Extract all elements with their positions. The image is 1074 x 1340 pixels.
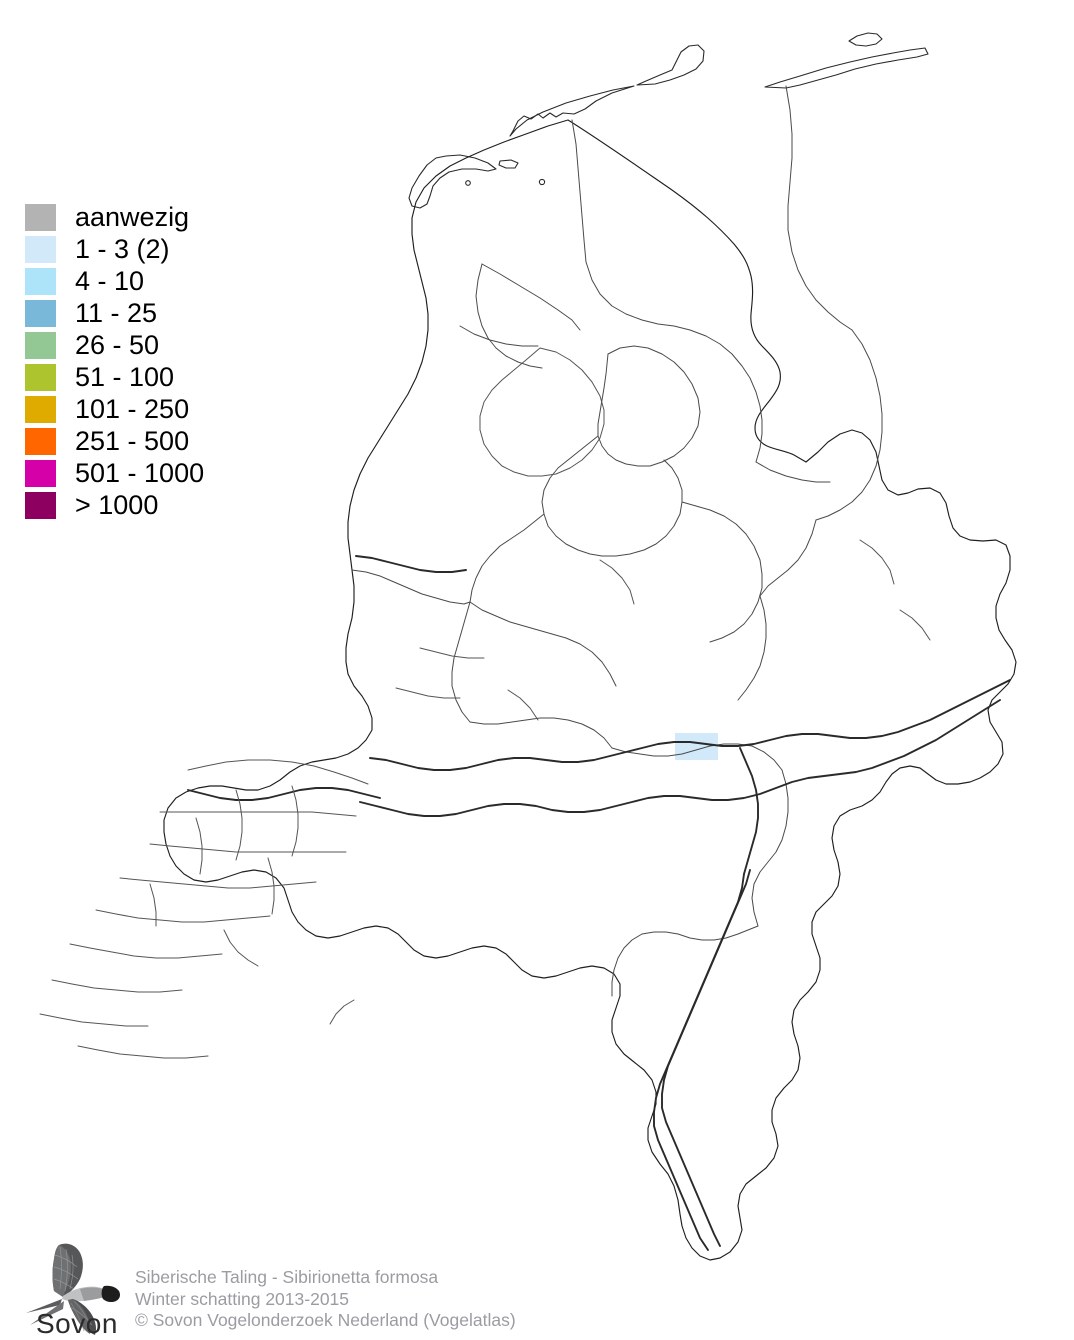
- zeeland-delta: [39, 759, 369, 1059]
- legend-swatch-26-50: [25, 331, 56, 359]
- legend-swatch-501-1000: [25, 459, 56, 487]
- legend-label-51-100: 51 - 100: [75, 361, 175, 392]
- legend-label-4-10: 4 - 10: [75, 265, 145, 296]
- rivers: [187, 555, 1011, 1251]
- legend-swatch-251-500: [25, 427, 56, 455]
- legend-label-501-1000: 501 - 1000: [75, 457, 205, 488]
- map-cell-layer: [675, 733, 718, 760]
- caption-block: Siberische Taling - Sibirionetta formosa…: [135, 1267, 516, 1332]
- legend-label-aanwezig: aanwezig: [75, 201, 190, 232]
- province-borders: [351, 85, 883, 997]
- legend-item-gt-1000[interactable]: > 1000: [25, 489, 204, 521]
- legend-item-251-500[interactable]: 251 - 500: [25, 425, 204, 457]
- legend-item-11-25[interactable]: 11 - 25: [25, 297, 204, 329]
- legend-swatch-101-250: [25, 395, 56, 423]
- legend-label-11-25: 11 - 25: [75, 297, 158, 328]
- legend-label-251-500: 251 - 500: [75, 425, 190, 456]
- caption-season: Winter schatting 2013-2015: [135, 1288, 350, 1309]
- legend-swatch-aanwezig: [25, 203, 56, 231]
- legend-item-51-100[interactable]: 51 - 100: [25, 361, 204, 393]
- legend-item-101-250[interactable]: 101 - 250: [25, 393, 204, 425]
- sovon-logo: Sovon: [18, 1241, 126, 1339]
- legend-item-aanwezig[interactable]: aanwezig: [25, 201, 204, 233]
- legend-item-1-3[interactable]: 1 - 3 (2): [25, 233, 204, 265]
- figure-footer: Sovon Siberische Taling - Sibirionetta f…: [0, 1240, 1074, 1340]
- map-cell: [675, 733, 718, 760]
- legend-swatch-gt-1000: [25, 491, 56, 519]
- legend-label-101-250: 101 - 250: [75, 393, 190, 424]
- ijsselmeer: [479, 347, 605, 477]
- map-legend: aanwezig 1 - 3 (2) 4 - 10 11 - 25 26 - 5…: [25, 201, 204, 521]
- legend-swatch-1-3: [25, 235, 56, 263]
- sovon-wordmark: Sovon: [36, 1308, 118, 1339]
- caption-species: Siberische Taling - Sibirionetta formosa: [135, 1267, 439, 1287]
- legend-item-501-1000[interactable]: 501 - 1000: [25, 457, 204, 489]
- legend-item-26-50[interactable]: 26 - 50: [25, 329, 204, 361]
- legend-swatch-51-100: [25, 363, 56, 391]
- legend-label-gt-1000: > 1000: [75, 489, 159, 520]
- swallow-icon: Sovon: [26, 1243, 120, 1339]
- nl-coastline: [163, 119, 1017, 1261]
- legend-swatch-11-25: [25, 299, 56, 327]
- inland-water-detail: [395, 539, 931, 721]
- wadden-islands: [408, 32, 929, 209]
- legend-label-26-50: 26 - 50: [75, 329, 160, 360]
- legend-label-1-3: 1 - 3 (2): [75, 233, 170, 264]
- legend-swatch-4-10: [25, 267, 56, 295]
- caption-copyright: © Sovon Vogelonderzoek Nederland (Vogela…: [135, 1310, 516, 1330]
- legend-item-4-10[interactable]: 4 - 10: [25, 265, 204, 297]
